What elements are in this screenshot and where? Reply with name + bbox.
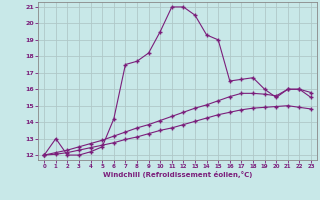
X-axis label: Windchill (Refroidissement éolien,°C): Windchill (Refroidissement éolien,°C) (103, 171, 252, 178)
